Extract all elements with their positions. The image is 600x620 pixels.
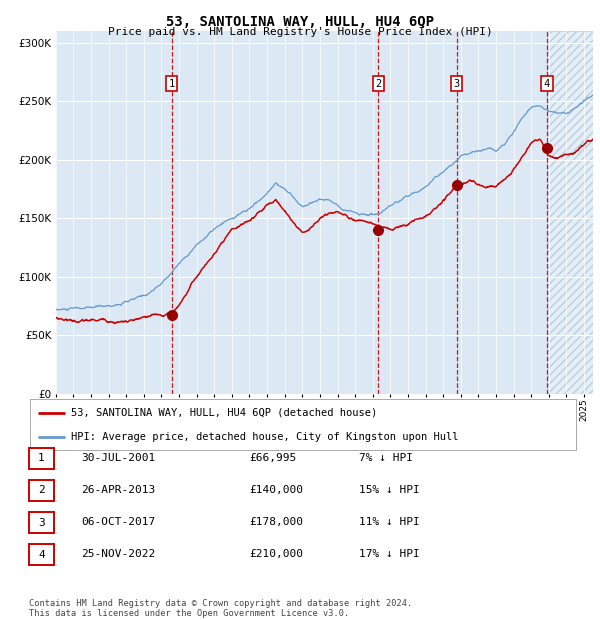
Text: 4: 4 <box>544 79 550 89</box>
Text: £178,000: £178,000 <box>249 517 303 527</box>
Text: 7% ↓ HPI: 7% ↓ HPI <box>359 453 413 463</box>
Text: 3: 3 <box>38 518 45 528</box>
Text: 2: 2 <box>375 79 382 89</box>
Text: £210,000: £210,000 <box>249 549 303 559</box>
Text: 30-JUL-2001: 30-JUL-2001 <box>81 453 155 463</box>
Text: Contains HM Land Registry data © Crown copyright and database right 2024.
This d: Contains HM Land Registry data © Crown c… <box>29 599 412 618</box>
Text: 11% ↓ HPI: 11% ↓ HPI <box>359 517 419 527</box>
Text: 3: 3 <box>454 79 460 89</box>
Text: 1: 1 <box>169 79 175 89</box>
Text: 26-APR-2013: 26-APR-2013 <box>81 485 155 495</box>
Text: HPI: Average price, detached house, City of Kingston upon Hull: HPI: Average price, detached house, City… <box>71 432 458 442</box>
Text: £140,000: £140,000 <box>249 485 303 495</box>
Text: 06-OCT-2017: 06-OCT-2017 <box>81 517 155 527</box>
Bar <box>547 31 593 394</box>
Text: 53, SANTOLINA WAY, HULL, HU4 6QP: 53, SANTOLINA WAY, HULL, HU4 6QP <box>166 16 434 30</box>
Text: 1: 1 <box>38 453 45 463</box>
Text: 15% ↓ HPI: 15% ↓ HPI <box>359 485 419 495</box>
Bar <box>547 31 593 394</box>
Text: 4: 4 <box>38 550 45 560</box>
Text: 53, SANTOLINA WAY, HULL, HU4 6QP (detached house): 53, SANTOLINA WAY, HULL, HU4 6QP (detach… <box>71 408 377 418</box>
Text: 25-NOV-2022: 25-NOV-2022 <box>81 549 155 559</box>
Text: £66,995: £66,995 <box>249 453 296 463</box>
Text: Price paid vs. HM Land Registry's House Price Index (HPI): Price paid vs. HM Land Registry's House … <box>107 27 493 37</box>
Text: 17% ↓ HPI: 17% ↓ HPI <box>359 549 419 559</box>
Text: 2: 2 <box>38 485 45 495</box>
